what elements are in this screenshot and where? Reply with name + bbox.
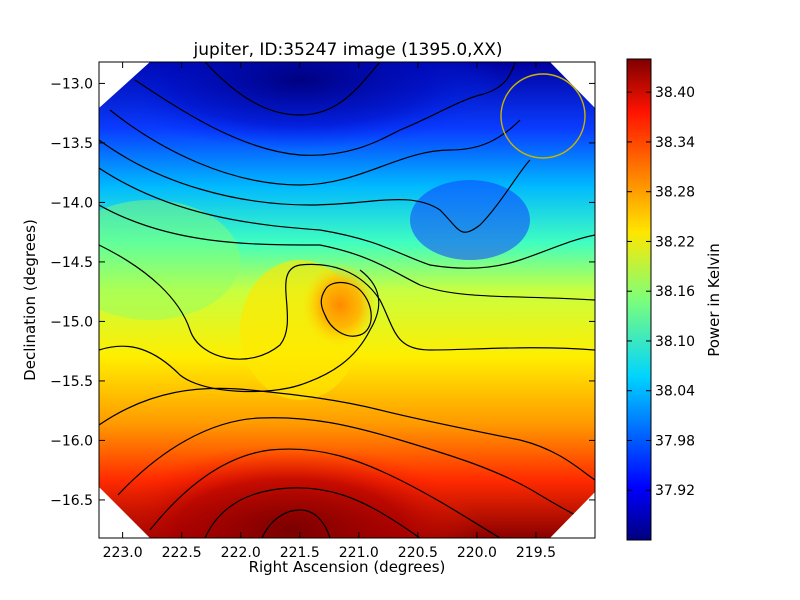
x-tick-label: 220.0	[457, 545, 497, 561]
colorbar-ticks: 37.92 37.98 38.04 38.10 38.16 38.22 38.28 38.34…	[627, 85, 695, 499]
contour-line	[149, 448, 501, 538]
x-tick-label: 220.5	[398, 545, 438, 561]
colorbar-label: Power in Kelvin	[705, 243, 723, 357]
colorbar-tick-label: 38.10	[655, 334, 695, 350]
contour-line	[204, 487, 421, 538]
colorbar-tick-label: 38.40	[655, 85, 695, 101]
x-tick-label: 222.5	[162, 545, 202, 561]
y-tick-label: −13.5	[50, 136, 93, 152]
x-axis-label: Right Ascension (degrees)	[249, 558, 446, 576]
chart-title: jupiter, ID:35247 image (1395.0,XX)	[192, 40, 502, 60]
x-tick-label: 221.5	[280, 545, 320, 561]
y-axis: −13.0 −13.5 −14.0 −14.5 −15.0 −15.5 −16.0 −16.5	[50, 76, 595, 509]
colorbar-tick-label: 38.34	[655, 135, 695, 151]
contours	[99, 62, 595, 538]
contour-line	[134, 62, 516, 156]
contour-line	[109, 109, 521, 186]
x-tick-label: 219.5	[516, 545, 556, 561]
contour-line	[261, 509, 331, 538]
heatmap	[99, 62, 595, 538]
colorbar	[626, 58, 652, 541]
y-tick-label: −16.0	[50, 433, 93, 449]
heatmap-green-band	[99, 200, 240, 320]
x-axis: 223.0 222.5 222.0 221.5 221.0 220.5 220.0 219.5	[103, 62, 556, 561]
colorbar-tick-label: 38.22	[655, 234, 695, 250]
colorbar-tick-label: 37.92	[655, 483, 695, 499]
contour-line	[99, 387, 595, 481]
contour-line	[320, 281, 372, 337]
y-axis-label: Declination (degrees)	[21, 219, 39, 381]
beam-marker	[500, 73, 586, 159]
contour-line	[204, 62, 381, 116]
colorbar-tick-label: 38.16	[655, 284, 695, 300]
contour-line	[99, 204, 595, 301]
contour-line	[99, 244, 595, 360]
x-tick-label: 221.0	[339, 545, 379, 561]
y-tick-label: −13.0	[50, 76, 93, 92]
colorbar-tick-label: 37.98	[655, 433, 695, 449]
colorbar-tick-label: 38.28	[655, 185, 695, 201]
x-tick-label: 222.0	[221, 545, 261, 561]
plot-frame	[98, 61, 596, 539]
y-tick-label: −15.0	[50, 314, 93, 330]
contour-line	[99, 167, 595, 269]
heatmap-cold-lobe	[410, 180, 530, 260]
y-tick-label: −14.0	[50, 195, 93, 211]
y-tick-label: −16.5	[50, 493, 93, 509]
colorbar-tick-label: 38.04	[655, 384, 695, 400]
x-tick-label: 223.0	[103, 545, 143, 561]
heatmap-local-max	[302, 263, 378, 347]
heatmap-hot-region	[100, 445, 480, 538]
contour-line	[117, 417, 586, 521]
y-tick-label: −14.5	[50, 255, 93, 271]
heatmap-cold-region	[100, 62, 500, 150]
contour-line	[99, 139, 531, 233]
y-tick-label: −15.5	[50, 374, 93, 390]
contour-line	[99, 269, 380, 393]
